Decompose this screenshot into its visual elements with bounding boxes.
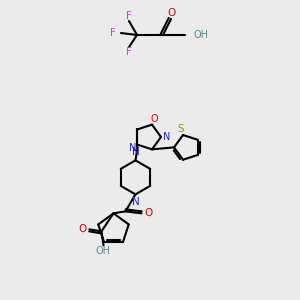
Text: O: O [78, 224, 87, 234]
Text: OH: OH [193, 30, 208, 40]
Text: N: N [129, 143, 136, 153]
Text: N: N [132, 197, 140, 207]
Text: N: N [163, 132, 171, 142]
Text: F: F [110, 28, 116, 38]
Text: O: O [150, 114, 158, 124]
Text: O: O [144, 208, 153, 218]
Text: O: O [168, 8, 176, 18]
Text: N: N [132, 147, 140, 158]
Text: S: S [178, 124, 184, 134]
Text: OH: OH [96, 246, 111, 256]
Text: F: F [126, 47, 132, 57]
Text: F: F [126, 11, 132, 21]
